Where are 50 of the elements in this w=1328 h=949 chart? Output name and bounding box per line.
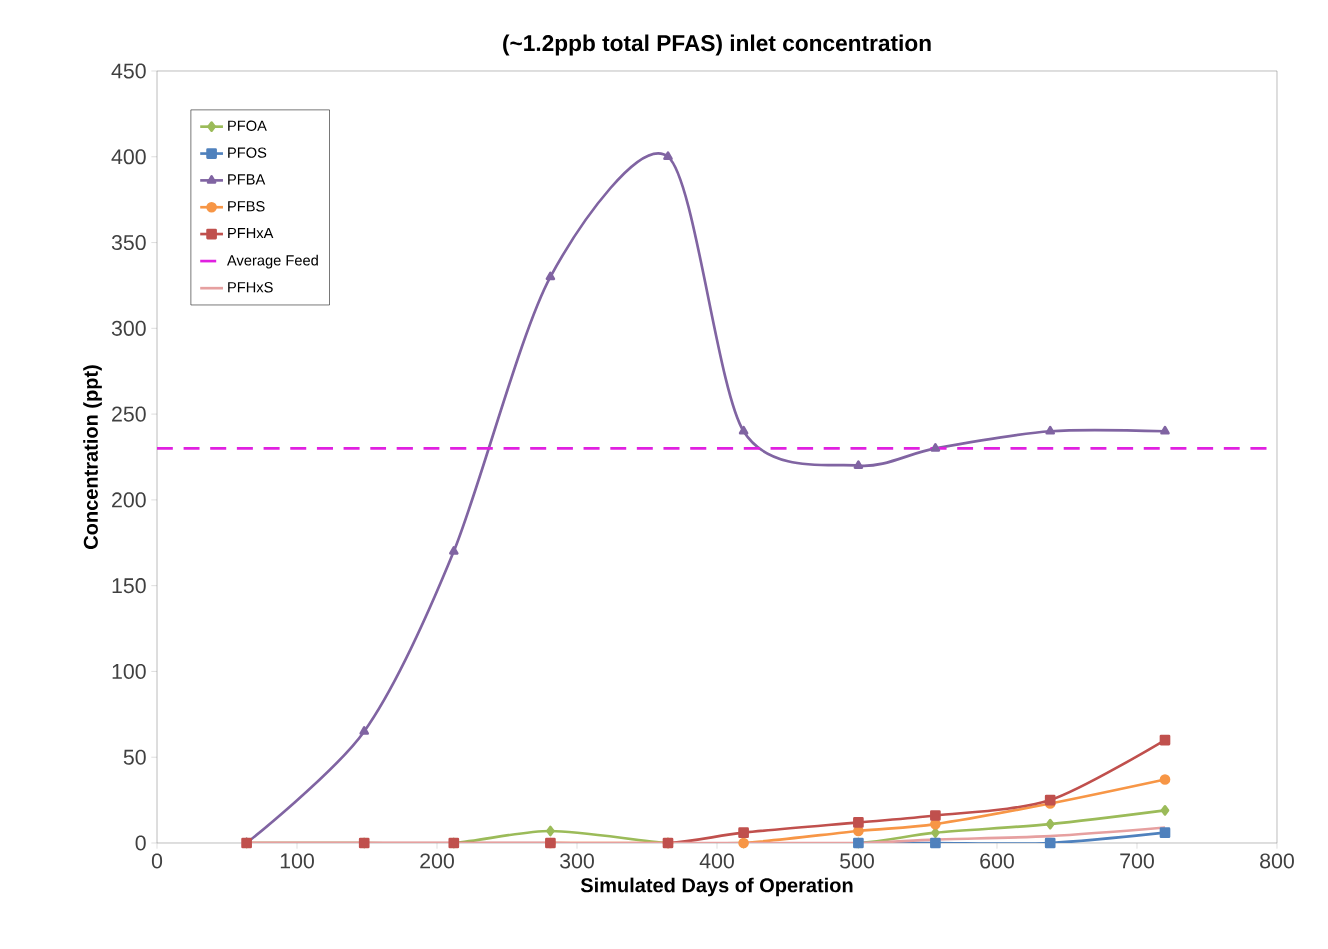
x-tick-label: 100 (280, 853, 314, 869)
point (449, 546, 459, 555)
y-tick-label: 0 (135, 835, 146, 851)
y-tick-label: 400 (111, 149, 146, 165)
x-tick-label: 700 (1120, 853, 1154, 869)
point (1160, 805, 1170, 816)
point (1159, 827, 1171, 839)
y-axis-title: Concentration (ppt) (83, 365, 102, 549)
point (1160, 425, 1170, 435)
point (738, 827, 749, 839)
legend-label: PFOS (228, 147, 267, 158)
y-tick-label: 250 (112, 406, 146, 422)
y-tick-label: 150 (112, 578, 146, 594)
y-tick-label: 350 (111, 235, 146, 251)
legend-label: PFHxA (228, 228, 274, 239)
y-tick-label: 50 (123, 749, 146, 765)
point (930, 837, 941, 849)
x-tick-label: 200 (420, 853, 454, 869)
point (545, 271, 556, 281)
x-tick-label: 0 (151, 853, 163, 869)
point (738, 425, 749, 435)
legend-label: PFBS (228, 201, 265, 212)
point (930, 443, 941, 452)
point (930, 810, 941, 821)
y-tick-label: 200 (112, 492, 146, 508)
point (853, 817, 864, 828)
chart-title: (~1.2ppb total PFAS) inlet concentration (503, 34, 931, 56)
legend-label: Average Feed (226, 254, 318, 269)
point (1045, 425, 1055, 435)
x-axis-title: Simulated Days of Operation (580, 877, 853, 897)
point (1044, 794, 1056, 806)
point (359, 726, 370, 735)
point (853, 460, 864, 469)
x-tick-label: 500 (840, 853, 874, 869)
legend-label: PFHxS (228, 282, 273, 293)
y-tick-label: 300 (111, 320, 146, 336)
point (663, 151, 673, 161)
point (1159, 734, 1171, 746)
y-tick-label: 100 (112, 663, 146, 679)
x-tick-label: 800 (1260, 853, 1294, 869)
point (1045, 818, 1055, 830)
legend-label: PFOA (228, 120, 267, 131)
x-tick-label: 400 (699, 853, 734, 869)
x-tick-label: 600 (980, 853, 1014, 869)
point (1159, 774, 1171, 785)
x-tick-label: 300 (560, 853, 594, 869)
legend-label: PFBA (228, 174, 266, 185)
point (1044, 837, 1056, 849)
point (546, 825, 555, 837)
y-tick-label: 450 (111, 63, 146, 79)
